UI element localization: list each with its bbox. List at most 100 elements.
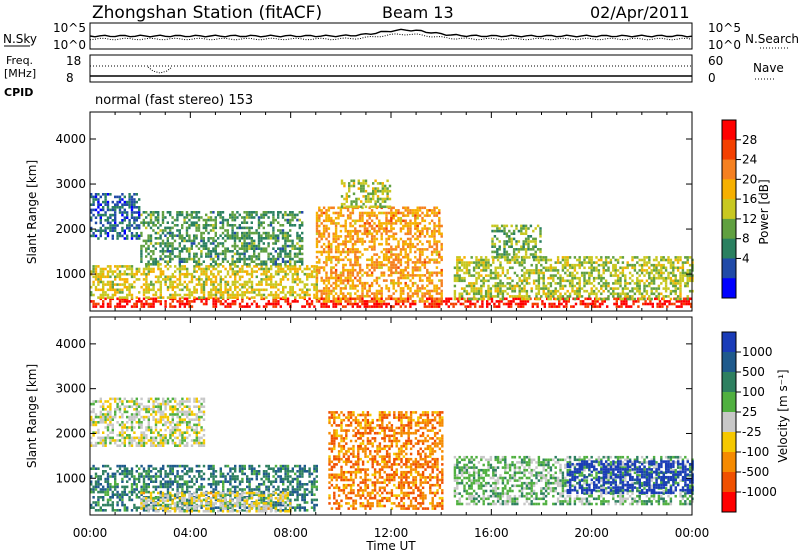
power-cell bbox=[656, 297, 659, 301]
power-cell bbox=[597, 276, 601, 280]
power-cell bbox=[296, 278, 299, 281]
power-cell bbox=[430, 219, 434, 223]
power-cell bbox=[660, 269, 663, 272]
power-cell bbox=[357, 179, 360, 183]
power-cell bbox=[416, 268, 419, 272]
velocity-cell bbox=[154, 503, 158, 507]
power-cell bbox=[265, 237, 268, 240]
power-cell bbox=[97, 193, 100, 196]
power-cell bbox=[399, 227, 403, 230]
power-cell bbox=[181, 257, 184, 261]
power-cell bbox=[637, 305, 640, 308]
power-cell bbox=[298, 280, 302, 284]
power-cell bbox=[238, 267, 242, 271]
power-cell bbox=[178, 270, 182, 273]
power-cell bbox=[171, 221, 174, 224]
power-cell bbox=[289, 291, 292, 294]
power-cell bbox=[118, 291, 122, 294]
power-cell bbox=[494, 256, 497, 259]
power-cell bbox=[440, 289, 443, 293]
power-cell bbox=[152, 211, 155, 214]
power-cell bbox=[133, 193, 136, 196]
power-cell bbox=[181, 234, 184, 237]
power-cell bbox=[616, 282, 620, 285]
power-cell bbox=[626, 282, 629, 285]
power-cell bbox=[202, 237, 205, 240]
power-cell bbox=[349, 287, 352, 290]
power-cell bbox=[241, 275, 244, 279]
power-cell bbox=[685, 300, 688, 303]
power-cell bbox=[378, 284, 381, 288]
power-cell bbox=[592, 261, 596, 264]
power-cell bbox=[161, 247, 165, 250]
power-cell bbox=[200, 234, 203, 237]
power-cell bbox=[344, 237, 347, 241]
power-cell bbox=[406, 294, 410, 298]
power-cell bbox=[416, 261, 419, 264]
velocity-cell bbox=[97, 483, 100, 486]
power-cell bbox=[183, 237, 186, 240]
power-cell bbox=[214, 293, 218, 297]
power-cell bbox=[123, 229, 126, 232]
power-cell bbox=[298, 237, 301, 240]
power-cell bbox=[145, 250, 148, 253]
power-cell bbox=[380, 211, 383, 215]
power-cell bbox=[680, 302, 683, 306]
power-cell bbox=[508, 258, 512, 262]
power-cell bbox=[370, 292, 374, 295]
power-cell bbox=[397, 271, 400, 275]
power-cell bbox=[498, 240, 501, 243]
power-cell bbox=[169, 244, 172, 248]
power-cell bbox=[638, 269, 641, 272]
power-cell bbox=[121, 278, 124, 281]
power-cell bbox=[231, 237, 234, 240]
power-cell bbox=[207, 275, 210, 279]
power-cell bbox=[142, 239, 145, 243]
power-cell bbox=[102, 291, 105, 294]
power-cell bbox=[612, 282, 615, 285]
power-cell bbox=[248, 280, 251, 284]
power-cell bbox=[255, 229, 258, 232]
power-cell bbox=[394, 255, 398, 259]
power-cell bbox=[265, 272, 268, 276]
power-cell bbox=[525, 295, 529, 298]
power-cell bbox=[111, 224, 114, 227]
power-cell bbox=[303, 285, 306, 289]
power-cell bbox=[272, 237, 275, 240]
power-cell bbox=[193, 255, 196, 258]
velocity-cell bbox=[126, 472, 129, 476]
power-cell bbox=[418, 209, 422, 212]
power-cell bbox=[394, 289, 398, 293]
power-cell bbox=[519, 302, 522, 306]
velocity-cell bbox=[157, 496, 160, 499]
power-cell bbox=[358, 263, 362, 267]
power-cell bbox=[318, 235, 321, 238]
power-cell bbox=[674, 289, 677, 293]
power-cell bbox=[456, 256, 459, 259]
power-cell bbox=[193, 224, 196, 227]
velocity-cell bbox=[135, 464, 138, 468]
power-cell bbox=[381, 184, 384, 188]
power-cell bbox=[655, 289, 658, 293]
power-cell bbox=[337, 276, 340, 280]
power-cell bbox=[566, 297, 569, 301]
power-cell bbox=[318, 271, 321, 275]
power-cell bbox=[195, 226, 198, 230]
power-cell bbox=[549, 284, 553, 288]
power-cell bbox=[375, 289, 379, 293]
power-cell bbox=[183, 297, 186, 301]
power-cell bbox=[116, 206, 119, 209]
power-cell bbox=[430, 245, 434, 249]
power-cell bbox=[236, 260, 239, 263]
power-cell bbox=[438, 305, 441, 308]
power-cell bbox=[421, 284, 424, 288]
power-cell bbox=[154, 300, 158, 303]
power-cell bbox=[373, 248, 376, 251]
power-cell bbox=[154, 216, 157, 219]
power-cell bbox=[440, 284, 443, 288]
velocity-cell bbox=[150, 470, 153, 473]
power-cell bbox=[229, 305, 232, 308]
power-cell bbox=[500, 253, 504, 256]
power-cell bbox=[154, 211, 157, 214]
power-cell bbox=[394, 268, 398, 272]
